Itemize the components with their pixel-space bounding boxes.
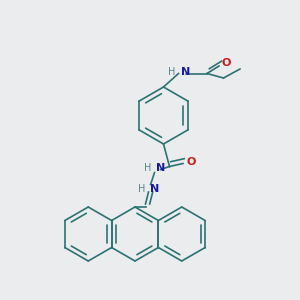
Text: H: H [138,184,146,194]
Text: N: N [150,184,159,194]
Text: H: H [168,67,176,77]
Text: N: N [156,163,165,173]
Text: O: O [222,58,231,68]
Text: N: N [182,67,191,77]
Text: H: H [144,163,152,173]
Text: O: O [187,157,196,167]
